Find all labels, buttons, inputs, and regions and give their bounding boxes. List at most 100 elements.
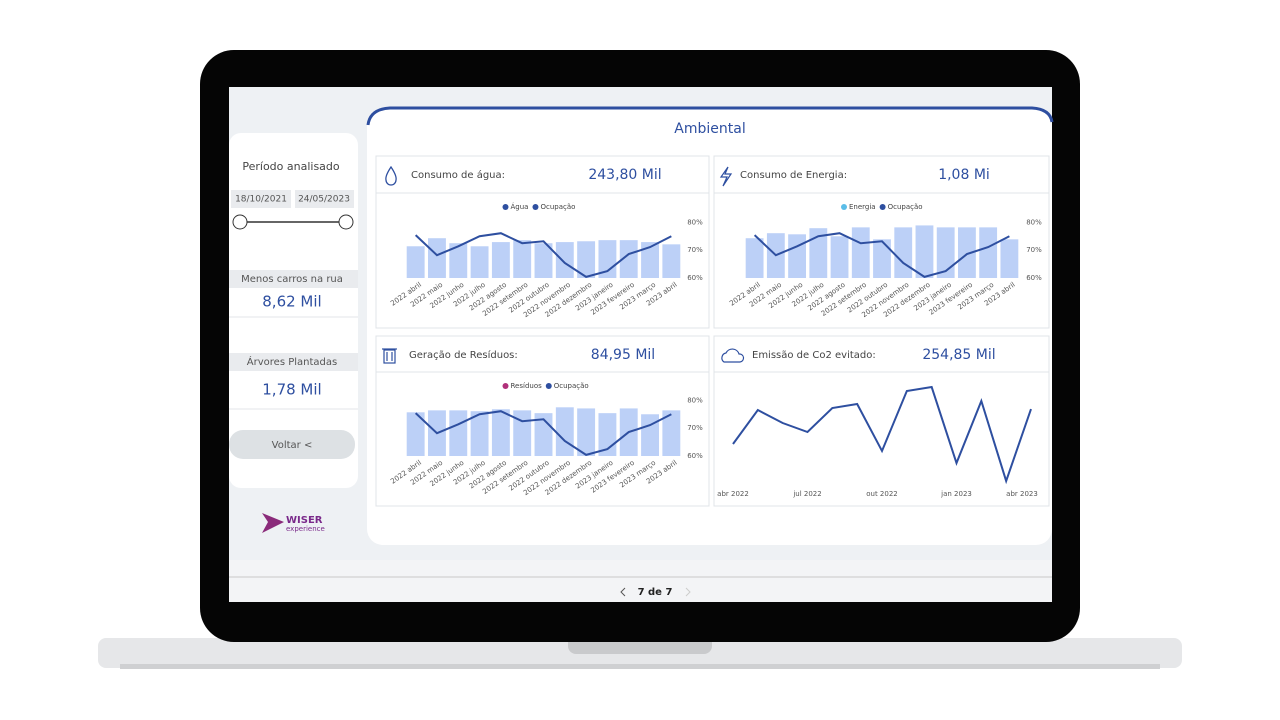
legend-swatch xyxy=(879,204,886,210)
legend-swatch xyxy=(841,204,847,210)
bar xyxy=(577,241,596,278)
date-start: 18/10/2021 xyxy=(235,195,287,205)
card-value: 254,85 Mil xyxy=(922,347,995,363)
y-tick-label: 80% xyxy=(687,396,703,404)
line xyxy=(414,410,672,456)
panel-title: Ambiental xyxy=(674,121,745,137)
legend-swatch xyxy=(532,204,539,210)
y-tick-label: 60% xyxy=(687,452,703,460)
date-end-box[interactable] xyxy=(295,190,354,208)
card-value: 1,08 Mi xyxy=(938,167,990,183)
bar xyxy=(788,234,806,278)
cloud-icon xyxy=(721,348,745,363)
card-title: Geração de Resíduos: xyxy=(409,349,518,361)
laptop-notch xyxy=(568,640,712,654)
laptop-base-shadow xyxy=(120,664,1160,669)
bar xyxy=(491,242,510,278)
x-tick-label: jul 2022 xyxy=(792,490,821,498)
slider-handle[interactable] xyxy=(338,214,354,230)
bar xyxy=(449,243,468,278)
bar xyxy=(577,408,596,456)
pager-bar xyxy=(229,560,1052,602)
x-tick-label: out 2022 xyxy=(866,490,898,498)
bar xyxy=(958,227,976,278)
kpi-value: 8,62 Mil xyxy=(262,293,321,311)
card-value: 84,95 Mil xyxy=(591,347,655,363)
bar xyxy=(1000,239,1019,278)
water-icon xyxy=(385,165,397,186)
legend-label: Ocupação xyxy=(540,203,575,211)
legend-label: Ocupação xyxy=(888,203,923,211)
prev-page[interactable] xyxy=(620,587,626,597)
card-value: 243,80 Mil xyxy=(588,167,661,183)
bar xyxy=(641,414,659,456)
kpi-value: 1,78 Mil xyxy=(262,381,321,399)
line xyxy=(753,232,1010,278)
bar xyxy=(851,227,870,278)
pager-label: 7 de 7 xyxy=(638,587,673,598)
date-start-box[interactable] xyxy=(231,190,291,208)
bar xyxy=(513,240,532,278)
legend: Resíduos Ocupação xyxy=(502,382,589,390)
y-tick-label: 80% xyxy=(687,218,703,226)
kpi-label: Árvores Plantadas xyxy=(247,355,337,368)
y-tick-label: 70% xyxy=(687,246,703,254)
line xyxy=(732,385,1032,485)
energy-icon xyxy=(719,166,733,187)
line xyxy=(414,232,672,278)
slider-handle[interactable] xyxy=(232,214,248,230)
y-tick-label: 80% xyxy=(1026,218,1042,226)
period-label: Período analisado xyxy=(242,160,340,173)
bar xyxy=(470,246,489,278)
next-page[interactable] xyxy=(685,587,691,597)
bar xyxy=(915,225,934,278)
y-tick-label: 60% xyxy=(1026,274,1042,282)
legend-swatch xyxy=(502,204,509,210)
legend-swatch xyxy=(502,383,509,389)
card-title: Consumo de água: xyxy=(411,169,505,181)
date-end: 24/05/2023 xyxy=(298,195,350,205)
y-tick-label: 60% xyxy=(687,274,703,282)
logo-mark xyxy=(262,513,284,533)
logo-tagline: experience xyxy=(286,525,325,533)
bar xyxy=(809,228,828,278)
bar xyxy=(830,236,849,278)
card-title: Consumo de Energia: xyxy=(740,170,847,181)
bar xyxy=(449,410,468,456)
legend: Energia Ocupação xyxy=(841,203,923,211)
y-tick-label: 70% xyxy=(687,424,703,432)
kpi-label-box xyxy=(229,353,358,371)
bar xyxy=(491,409,510,456)
legend-swatch xyxy=(545,383,552,389)
bar xyxy=(555,407,574,456)
bar xyxy=(534,243,553,278)
panel-border xyxy=(366,106,1054,126)
bar xyxy=(662,244,681,278)
bar xyxy=(555,242,574,278)
x-tick-label: jan 2023 xyxy=(940,490,972,498)
bar xyxy=(619,240,638,278)
legend-label: Energia xyxy=(849,203,876,211)
back-button-label: Voltar < xyxy=(272,440,313,451)
bar xyxy=(936,227,955,278)
bar xyxy=(745,238,764,278)
trash-icon xyxy=(382,348,397,364)
kpi-label-box xyxy=(229,270,358,288)
x-tick-label: abr 2022 xyxy=(717,490,749,498)
bar xyxy=(894,227,913,278)
back-button[interactable] xyxy=(229,430,355,459)
card xyxy=(713,335,1050,507)
legend-label: Água xyxy=(511,202,529,211)
card-title: Emissão de Co2 evitado: xyxy=(752,350,876,361)
legend-label: Resíduos xyxy=(511,382,543,390)
bar xyxy=(662,410,681,456)
bar xyxy=(873,239,891,278)
logo-name: WISER xyxy=(286,515,323,526)
bar xyxy=(470,411,489,456)
kpi-label: Menos carros na rua xyxy=(241,274,343,285)
legend-label: Ocupação xyxy=(554,382,589,390)
bar xyxy=(406,246,425,278)
y-tick-label: 70% xyxy=(1026,246,1042,254)
bar xyxy=(406,412,425,456)
